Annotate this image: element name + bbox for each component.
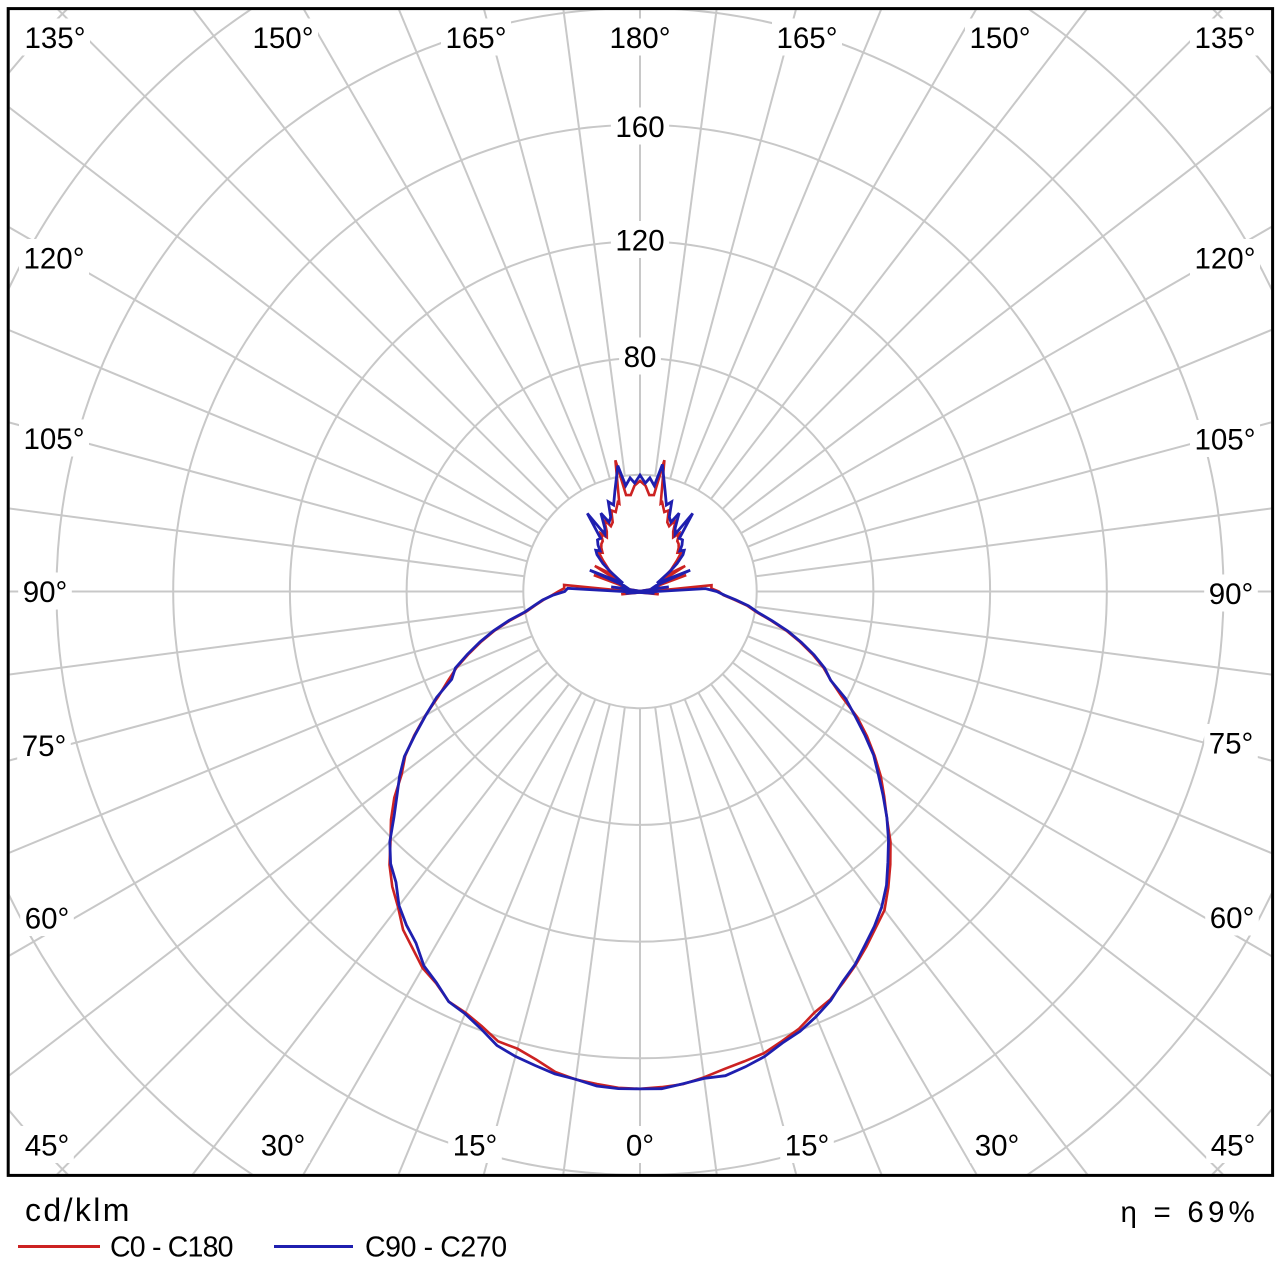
svg-text:30°: 30° [261, 1129, 306, 1162]
svg-text:η = 69%: η = 69% [1121, 1196, 1259, 1229]
svg-text:135°: 135° [24, 22, 85, 55]
svg-text:150°: 150° [969, 22, 1030, 55]
svg-text:135°: 135° [1194, 22, 1255, 55]
svg-text:75°: 75° [22, 730, 67, 763]
svg-text:30°: 30° [975, 1129, 1020, 1162]
svg-text:80: 80 [624, 341, 657, 374]
svg-text:75°: 75° [1209, 727, 1254, 760]
svg-text:C0 - C180: C0 - C180 [110, 1232, 233, 1264]
svg-text:105°: 105° [23, 423, 84, 456]
svg-text:90°: 90° [1209, 578, 1254, 611]
svg-text:15°: 15° [453, 1129, 498, 1162]
svg-text:150°: 150° [252, 22, 313, 55]
svg-text:120°: 120° [23, 242, 84, 275]
svg-text:160: 160 [615, 111, 664, 144]
svg-text:120: 120 [615, 224, 664, 257]
svg-text:45°: 45° [1211, 1129, 1256, 1162]
svg-text:C90 - C270: C90 - C270 [365, 1232, 507, 1264]
svg-text:45°: 45° [25, 1129, 70, 1162]
svg-text:0°: 0° [626, 1129, 654, 1162]
svg-text:120°: 120° [1194, 242, 1255, 275]
svg-text:165°: 165° [445, 22, 506, 55]
svg-text:165°: 165° [776, 22, 837, 55]
svg-text:cd/klm: cd/klm [25, 1192, 132, 1228]
svg-text:180°: 180° [609, 22, 670, 55]
svg-text:105°: 105° [1194, 423, 1255, 456]
svg-text:15°: 15° [785, 1129, 830, 1162]
svg-text:60°: 60° [25, 902, 70, 935]
svg-text:90°: 90° [23, 576, 68, 609]
svg-text:60°: 60° [1210, 902, 1255, 935]
